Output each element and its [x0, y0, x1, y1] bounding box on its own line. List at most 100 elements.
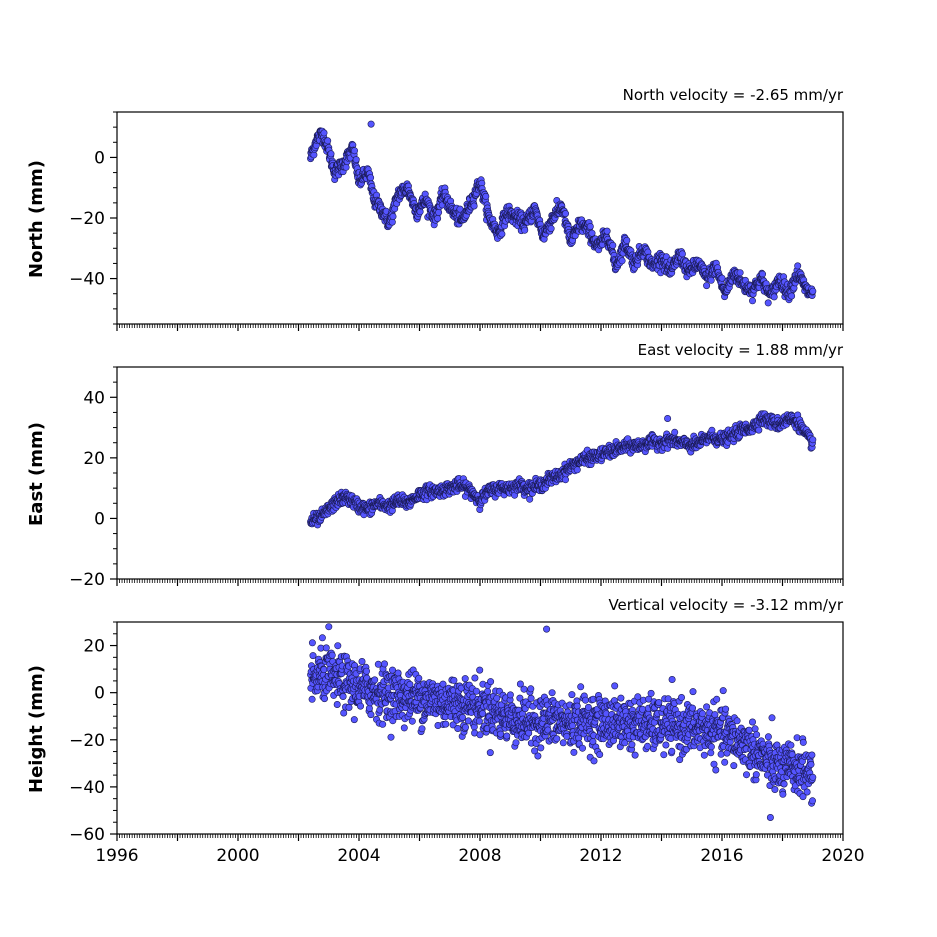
- data-point: [689, 688, 697, 696]
- data-point: [340, 709, 348, 717]
- data-point: [461, 723, 469, 731]
- data-point: [400, 724, 408, 732]
- data-point: [470, 202, 478, 210]
- data-point: [503, 732, 511, 740]
- data-point: [573, 466, 581, 474]
- data-point: [498, 230, 506, 238]
- data-point: [333, 700, 341, 708]
- data-point: [794, 262, 802, 270]
- data-point: [660, 751, 668, 759]
- data-point: [748, 297, 756, 305]
- data-point: [668, 747, 676, 755]
- data-point: [376, 706, 384, 714]
- data-point: [643, 742, 651, 750]
- data-point: [590, 757, 598, 765]
- data-point: [764, 299, 772, 307]
- data-point: [527, 685, 535, 693]
- data-point: [471, 674, 479, 682]
- data-point: [809, 287, 817, 295]
- data-point: [707, 276, 715, 284]
- data-point: [309, 652, 317, 660]
- data-point: [389, 213, 397, 221]
- data-point: [482, 192, 490, 200]
- data-point: [677, 693, 685, 701]
- data-point: [320, 695, 328, 703]
- data-point: [662, 741, 670, 749]
- data-point: [450, 676, 458, 684]
- data-point: [758, 270, 766, 278]
- data-point: [703, 282, 711, 290]
- data-point: [570, 748, 578, 756]
- data-point: [439, 680, 447, 688]
- data-point: [358, 657, 366, 665]
- data-point: [527, 694, 535, 702]
- data-point: [698, 710, 706, 718]
- north-panel: North velocity = -2.65 mm/yr North (mm) …: [26, 86, 844, 331]
- data-point: [688, 704, 696, 712]
- data-point: [628, 741, 636, 749]
- data-point: [547, 225, 555, 233]
- data-point: [559, 739, 567, 747]
- data-point: [320, 666, 328, 674]
- data-point: [415, 674, 423, 682]
- data-point: [442, 720, 450, 728]
- data-point: [647, 689, 655, 697]
- data-point: [609, 241, 617, 249]
- data-point: [671, 428, 679, 436]
- data-point: [380, 660, 388, 668]
- data-point: [707, 743, 715, 751]
- data-point: [493, 694, 501, 702]
- data-point: [788, 292, 796, 300]
- height-axis-label: Height (mm): [26, 665, 47, 793]
- data-point: [707, 749, 715, 757]
- data-point: [668, 675, 676, 683]
- data-point: [561, 476, 569, 484]
- data-point: [408, 717, 416, 725]
- data-point: [435, 208, 443, 216]
- y-tick-label: −40: [69, 270, 105, 290]
- data-point: [634, 693, 642, 701]
- data-point: [521, 226, 529, 234]
- data-point: [770, 293, 778, 301]
- data-point: [454, 724, 462, 732]
- data-point: [809, 436, 817, 444]
- data-point: [526, 495, 534, 503]
- y-tick-label: 0: [94, 509, 105, 529]
- data-point: [352, 156, 360, 164]
- data-point: [534, 752, 542, 760]
- data-point: [458, 713, 466, 721]
- data-point: [350, 147, 358, 155]
- scatter-points: [307, 410, 817, 529]
- y-tick-label: −20: [69, 209, 105, 229]
- data-point: [387, 733, 395, 741]
- data-point: [578, 744, 586, 752]
- data-point: [472, 687, 480, 695]
- data-point: [362, 667, 370, 675]
- data-point: [710, 760, 718, 768]
- data-point: [755, 426, 763, 434]
- data-point: [418, 725, 426, 733]
- data-point: [320, 129, 328, 137]
- north-axis-label: North (mm): [26, 160, 47, 278]
- data-point: [324, 137, 332, 145]
- vertical-velocity-title: Vertical velocity = -3.12 mm/yr: [608, 596, 843, 614]
- outlier-point: [664, 414, 672, 422]
- data-point: [586, 223, 594, 231]
- data-point: [379, 720, 387, 728]
- data-point: [367, 174, 375, 182]
- data-point: [568, 691, 576, 699]
- data-point: [367, 711, 375, 719]
- data-point: [520, 685, 528, 693]
- data-point: [328, 651, 336, 659]
- data-point: [561, 210, 569, 218]
- data-point: [334, 642, 342, 650]
- data-point: [486, 749, 494, 757]
- data-point: [350, 716, 358, 724]
- data-point: [308, 695, 316, 703]
- data-point: [573, 702, 581, 710]
- data-point: [506, 691, 514, 699]
- data-point: [577, 683, 585, 691]
- scatter-points: [307, 120, 817, 307]
- data-point: [548, 689, 556, 697]
